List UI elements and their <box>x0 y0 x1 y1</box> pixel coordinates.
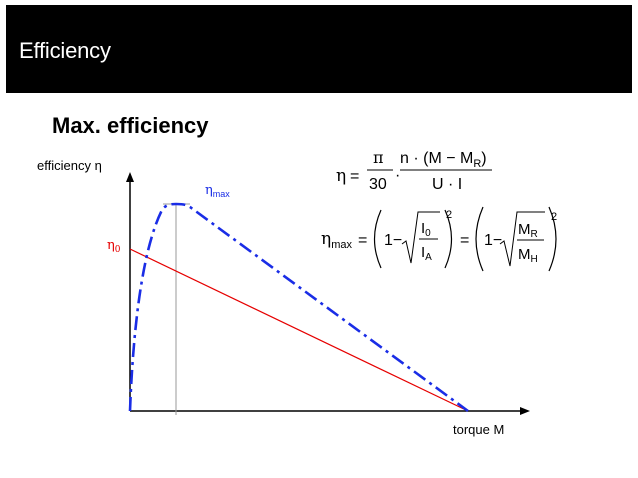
f2-eta: ηmax <box>321 229 352 251</box>
title-bar: Efficiency <box>6 5 632 93</box>
max-efficiency-formula: ηmax = 1− I0 IA 2 = 1− MR MH 2 <box>321 206 557 272</box>
x-axis-label: torque M <box>453 422 504 437</box>
f1-equals: = <box>350 168 359 185</box>
f2-sqrt-1 <box>401 211 440 264</box>
f2-exp-1: 2 <box>446 209 452 221</box>
eta0-label: η0 <box>107 238 121 255</box>
f1-numerator-end: ) <box>481 150 486 167</box>
f2-mr-sub: R <box>531 229 538 240</box>
f2-ia: IA <box>421 244 432 263</box>
f2-eta-symbol: η <box>321 229 331 249</box>
f2-right-paren-2 <box>548 206 557 272</box>
f2-right-paren-1 <box>444 209 453 269</box>
f2-mh-letter: M <box>518 246 531 263</box>
f1-thirty: 30 <box>369 176 387 193</box>
f1-denominator: U · I <box>432 176 462 193</box>
eta0-symbol: η <box>107 238 115 253</box>
f2-mr: MR <box>518 221 538 240</box>
etamax-label: ηmax <box>205 183 230 199</box>
efficiency-curve <box>128 202 469 413</box>
f1-pi: π <box>373 148 384 167</box>
f2-eta-sub: max <box>331 239 352 251</box>
x-axis-arrowhead <box>520 407 530 415</box>
f2-left-paren-1 <box>373 209 382 269</box>
f2-ia-letter: I <box>421 244 425 261</box>
f2-ia-sub: A <box>425 252 432 263</box>
eta0-subscript: 0 <box>115 245 121 255</box>
f1-eta: η <box>336 166 346 186</box>
f1-numerator-sub: R <box>473 158 481 170</box>
f2-i0-sub: 0 <box>425 228 431 239</box>
f2-equals2: = <box>460 232 469 249</box>
f1-numerator: n · (M − MR) <box>400 150 487 170</box>
eta0-line <box>129 248 469 412</box>
f2-left-paren-2 <box>475 206 484 272</box>
f1-numerator-main: n · (M − M <box>400 150 473 167</box>
y-axis-arrowhead <box>126 172 134 182</box>
f2-one-1: 1− <box>384 232 402 249</box>
slide-subtitle: Max. efficiency <box>52 113 209 138</box>
f2-sqrt-2 <box>499 211 545 267</box>
f2-i0-letter: I <box>421 220 425 237</box>
slide-title: Efficiency <box>19 38 111 63</box>
f2-equals1: = <box>358 232 367 249</box>
etamax-subscript: max <box>213 189 231 199</box>
etamax-symbol: η <box>205 183 213 198</box>
y-axis-label: efficiency η <box>37 158 102 173</box>
f2-i0: I0 <box>421 220 431 239</box>
f1-dot: · <box>395 167 400 184</box>
efficiency-formula: η = π 30 · n · (M − MR) U · I <box>336 148 492 193</box>
f2-mh-sub: H <box>531 254 538 265</box>
f2-mr-letter: M <box>518 221 531 238</box>
f2-one-2: 1− <box>484 232 502 249</box>
f2-exp-2: 2 <box>551 211 557 223</box>
f2-mh: MH <box>518 246 538 265</box>
